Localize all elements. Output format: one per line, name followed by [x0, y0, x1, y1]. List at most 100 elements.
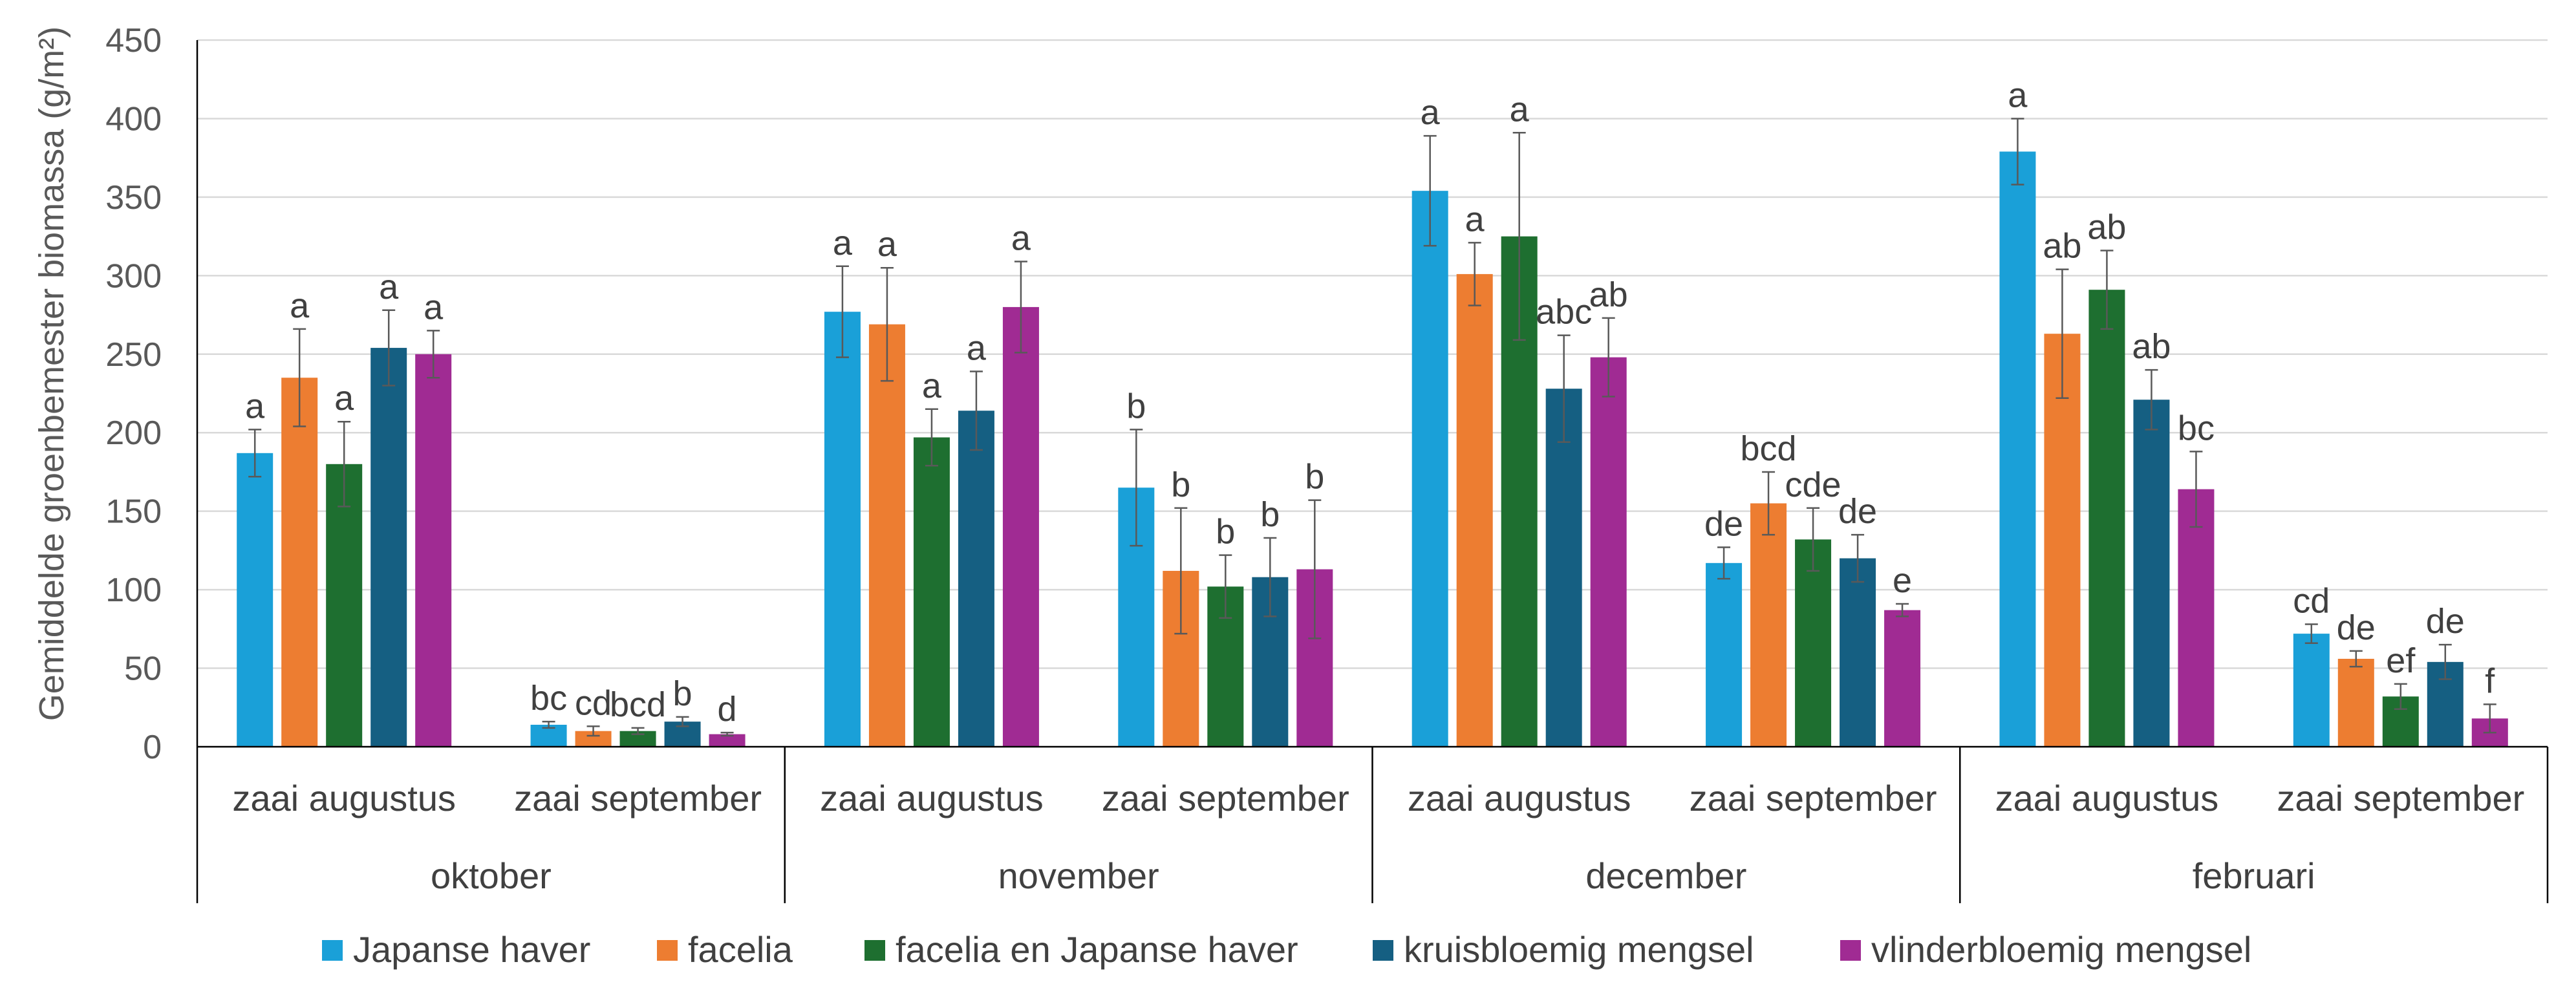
legend-label: facelia [688, 929, 793, 970]
significance-letter: a [245, 387, 265, 425]
bar [1545, 389, 1582, 747]
legend: Japanse haver facelia facelia en Japanse h… [322, 929, 2251, 970]
bar [2337, 658, 2374, 747]
y-tick-label: 100 [105, 572, 162, 609]
legend-swatch [1840, 940, 1861, 961]
bar [2178, 489, 2215, 747]
bar [824, 312, 861, 747]
sowing-label: zaai september [1690, 778, 1937, 819]
significance-letter: a [877, 225, 897, 264]
bar [1840, 558, 1876, 747]
sowing-label: zaai augustus [1995, 778, 2219, 819]
significance-letter: b [1216, 513, 1235, 551]
significance-letter: e [1893, 561, 1912, 600]
legend-swatch [1373, 940, 1393, 961]
significance-letter: b [1305, 458, 1324, 497]
bar [1590, 357, 1627, 747]
legend-label: Japanse haver [353, 929, 590, 970]
significance-letter: abc [1536, 293, 1592, 332]
legend-swatch [322, 940, 343, 961]
significance-letter: a [379, 268, 399, 306]
sowing-label: zaai augustus [820, 778, 1044, 819]
significance-letter: a [833, 224, 853, 262]
significance-letter: a [1421, 93, 1441, 132]
month-label: december [1585, 855, 1746, 896]
y-tick-label: 50 [124, 650, 162, 688]
legend-label: facelia en Japanse haver [896, 929, 1298, 970]
bar [2133, 400, 2170, 747]
significance-letter: a [334, 379, 354, 418]
significance-letter: a [424, 288, 444, 326]
bar [913, 437, 950, 747]
bar [281, 378, 318, 747]
bar [1795, 539, 1832, 747]
month-label: oktober [431, 855, 552, 896]
significance-letter: bcd [610, 685, 666, 724]
y-axis-ticks: 0 50 100 150 200 250 300 350 400 450 [105, 22, 162, 766]
gridlines [197, 39, 2548, 669]
sowing-label: zaai augustus [1408, 778, 1631, 819]
significance-letter: a [2008, 76, 2028, 114]
y-tick-label: 200 [105, 414, 162, 452]
bar [2088, 290, 2125, 747]
error-bars [248, 118, 2496, 737]
legend-label: kruisbloemig mengsel [1404, 929, 1754, 970]
bar [2044, 334, 2081, 747]
significance-letter: f [2485, 661, 2495, 700]
bar [709, 734, 746, 747]
y-tick-label: 250 [105, 336, 162, 374]
month-label: februari [2193, 855, 2315, 896]
significance-letter: d [718, 690, 737, 729]
legend-swatch [864, 940, 885, 961]
significance-letter: a [967, 328, 987, 367]
bar [1002, 306, 1039, 747]
significance-letter: a [1465, 200, 1485, 239]
bar [326, 464, 363, 747]
y-tick-label: 150 [105, 493, 162, 531]
significance-letter: a [1011, 219, 1031, 257]
bar [2293, 634, 2330, 747]
significance-letter: de [2337, 608, 2376, 647]
significance-letter: cd [2293, 582, 2330, 621]
significance-letter: ab [2132, 327, 2171, 366]
bar [958, 411, 994, 747]
significance-letter: cd [575, 683, 612, 722]
sowing-label: zaai september [2277, 778, 2524, 819]
bar [868, 324, 905, 747]
significance-letter: ab [2087, 208, 2126, 246]
month-label: november [998, 855, 1159, 896]
bar [1750, 503, 1787, 747]
bar [1456, 273, 1493, 747]
legend-label: vlinderbloemig mengsel [1871, 929, 2251, 970]
significance-letter: de [1704, 505, 1743, 544]
x-axis-category-labels: zaai augustus zaai september oktober zaai a… [232, 778, 2524, 896]
legend-swatch [657, 940, 678, 961]
sowing-label: zaai september [514, 778, 762, 819]
bar [1706, 562, 1743, 747]
significance-letter: bcd [1741, 429, 1797, 468]
significance-letter: ab [1589, 275, 1628, 314]
bar [370, 348, 407, 747]
significance-letter: b [1171, 466, 1190, 504]
significance-letter: de [2426, 602, 2465, 641]
significance-letter: b [1260, 495, 1280, 534]
y-tick-label: 350 [105, 179, 162, 217]
significance-letter: b [1126, 387, 1146, 425]
significance-letter: a [1510, 90, 1530, 129]
sowing-label: zaai augustus [232, 778, 456, 819]
sowing-label: zaai september [1102, 778, 1349, 819]
bar [1999, 151, 2036, 747]
bar [415, 354, 452, 747]
significance-letter: ef [2386, 641, 2416, 680]
significance-letter: b [673, 674, 692, 713]
significance-letter: cde [1785, 466, 1841, 504]
y-tick-label: 300 [105, 257, 162, 295]
y-axis-title: Gemiddelde groenbemester biomassa (g/m²) [32, 27, 71, 721]
x-axis [196, 40, 2549, 903]
y-tick-label: 450 [105, 22, 162, 59]
bar [237, 453, 274, 747]
y-tick-label: 0 [143, 729, 162, 766]
significance-letter: a [922, 367, 942, 405]
